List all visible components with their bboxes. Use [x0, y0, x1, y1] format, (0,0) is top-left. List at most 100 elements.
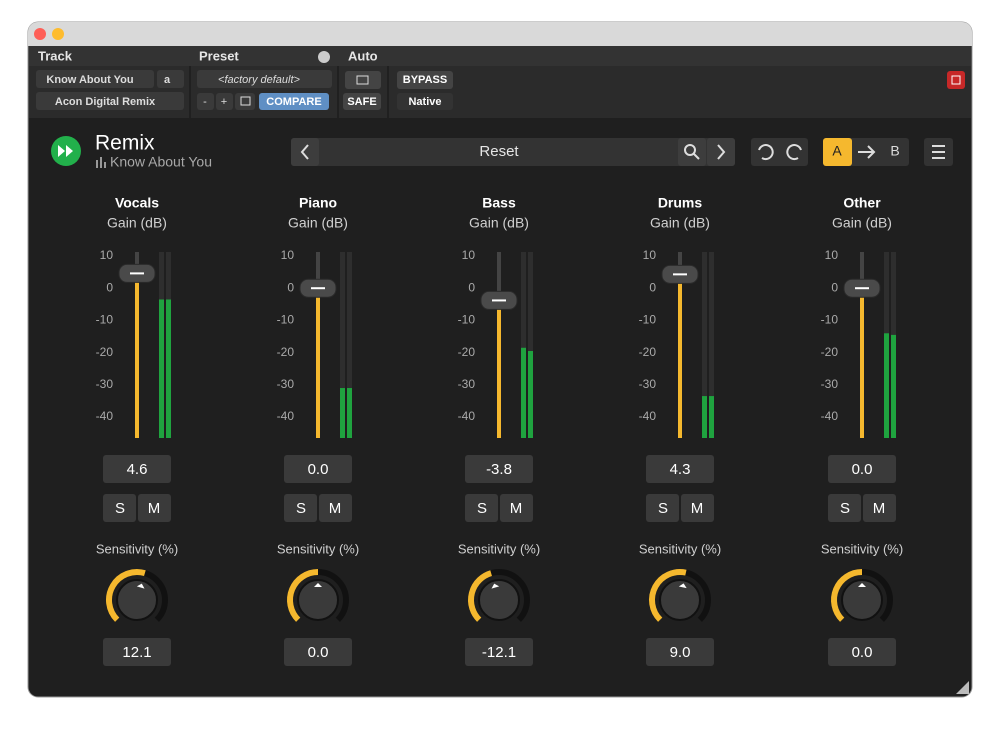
- channel-name: Bass: [482, 195, 516, 211]
- minus-button[interactable]: [197, 93, 214, 110]
- undo-redo: [751, 138, 808, 166]
- copy-button[interactable]: [235, 93, 255, 110]
- preset-name[interactable]: Reset: [479, 143, 519, 160]
- knob[interactable]: [659, 579, 701, 621]
- native-button[interactable]: [397, 93, 453, 110]
- knob[interactable]: [297, 579, 339, 621]
- auto-button[interactable]: [345, 71, 381, 89]
- mute-button[interactable]: [500, 494, 533, 522]
- meter-level: [340, 388, 345, 438]
- sensitivity-value: -12.1: [482, 644, 516, 661]
- meter-level: [709, 396, 714, 438]
- preset-bar: [291, 138, 735, 166]
- mute-button[interactable]: [319, 494, 352, 522]
- gain-box[interactable]: [284, 455, 352, 483]
- sensitivity-value: 9.0: [670, 644, 691, 661]
- sensitivity-box[interactable]: [828, 638, 896, 666]
- sensitivity-label: Sensitivity (%): [821, 541, 903, 556]
- knob-pointer: [678, 583, 687, 589]
- sensitivity-box[interactable]: [284, 638, 352, 666]
- scale-label: -20: [277, 345, 295, 359]
- resize-handle[interactable]: [956, 681, 969, 694]
- sensitivity-value: 0.0: [852, 644, 873, 661]
- bars-icon: [104, 162, 106, 168]
- channel-name: Piano: [299, 195, 337, 211]
- sensitivity-label: Sensitivity (%): [277, 541, 359, 556]
- knob-arc: [287, 569, 319, 622]
- record-icon: [951, 75, 961, 85]
- auto-icon: [356, 75, 369, 85]
- mute-button[interactable]: [138, 494, 171, 522]
- sensitivity-box[interactable]: [646, 638, 714, 666]
- knob-pointer: [314, 583, 322, 587]
- solo-label: S: [115, 500, 125, 517]
- mute-button[interactable]: [681, 494, 714, 522]
- fader-fill: [497, 300, 501, 438]
- compare-button[interactable]: [259, 93, 329, 110]
- preset-menu[interactable]: [318, 51, 330, 63]
- bypass-label: BYPASS: [403, 74, 447, 86]
- logo-icon: [58, 145, 73, 157]
- prev-icon: [300, 144, 309, 160]
- sensitivity-box[interactable]: [103, 638, 171, 666]
- track-select[interactable]: [36, 70, 154, 88]
- compare-label: COMPARE: [266, 96, 321, 108]
- bypass-button[interactable]: [397, 71, 453, 89]
- bars-icon: [96, 160, 98, 168]
- track-name: Know About You: [46, 74, 133, 86]
- search-icon: [693, 153, 700, 160]
- scale-label: -30: [639, 377, 657, 391]
- gain-box[interactable]: [646, 455, 714, 483]
- solo-button[interactable]: [465, 494, 498, 522]
- track-letter-select[interactable]: [157, 70, 184, 88]
- gain-label: Gain (dB): [469, 215, 529, 231]
- sensitivity-value: 12.1: [122, 644, 151, 661]
- close-button[interactable]: [34, 28, 46, 40]
- minimize-button[interactable]: [52, 28, 64, 40]
- meter-level: [521, 347, 526, 438]
- channel-name: Vocals: [115, 195, 159, 211]
- plugin-select[interactable]: [36, 92, 184, 110]
- a-button[interactable]: [823, 138, 852, 166]
- gain-box[interactable]: [828, 455, 896, 483]
- undo-icon[interactable]: [758, 144, 774, 161]
- scale-label: -40: [277, 409, 295, 423]
- copy-ab[interactable]: [858, 145, 876, 159]
- scale-label: -10: [458, 313, 476, 327]
- search-button[interactable]: [678, 138, 706, 166]
- solo-button[interactable]: [284, 494, 317, 522]
- prev-preset[interactable]: [291, 138, 319, 166]
- knob-arc: [831, 569, 863, 622]
- knob[interactable]: [841, 579, 883, 621]
- mute-button[interactable]: [863, 494, 896, 522]
- gain-label: Gain (dB): [288, 215, 348, 231]
- record-button[interactable]: [947, 71, 965, 89]
- meter-level: [347, 388, 352, 438]
- solo-button[interactable]: [828, 494, 861, 522]
- scale-label: 10: [825, 248, 839, 262]
- preset-select[interactable]: [197, 70, 332, 88]
- gain-value: 0.0: [308, 461, 329, 478]
- auto-label: Auto: [348, 48, 378, 63]
- gain-box[interactable]: [465, 455, 533, 483]
- solo-button[interactable]: [646, 494, 679, 522]
- fader-fill: [678, 274, 682, 438]
- b-label[interactable]: B: [890, 143, 899, 159]
- sensitivity-box[interactable]: [465, 638, 533, 666]
- mute-label: M: [148, 500, 161, 517]
- meter-level: [528, 350, 533, 438]
- next-preset[interactable]: [707, 138, 735, 166]
- redo-icon[interactable]: [786, 144, 802, 161]
- scale-label: -40: [458, 409, 476, 423]
- scale-label: -30: [277, 377, 295, 391]
- safe-button[interactable]: [343, 93, 381, 110]
- plus-button[interactable]: [216, 93, 233, 110]
- solo-button[interactable]: [103, 494, 136, 522]
- sensitivity-label: Sensitivity (%): [458, 541, 540, 556]
- knob[interactable]: [478, 579, 520, 621]
- gain-box[interactable]: [103, 455, 171, 483]
- knob[interactable]: [116, 579, 158, 621]
- safe-label: SAFE: [347, 96, 376, 108]
- scale-label: 0: [649, 280, 656, 294]
- scale-label: -30: [96, 377, 114, 391]
